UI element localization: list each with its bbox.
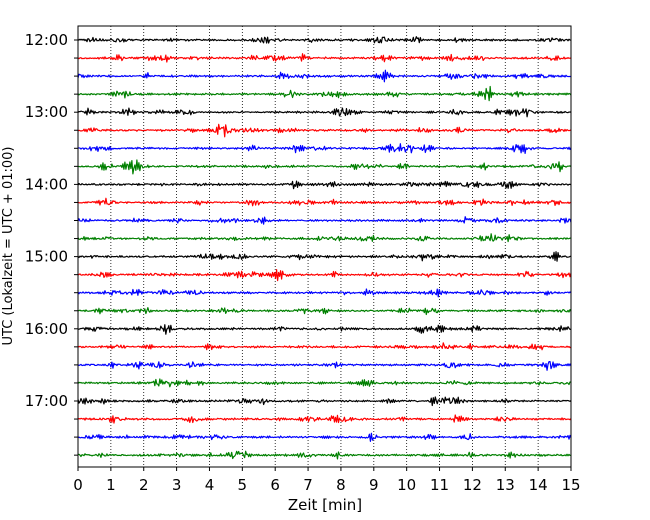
trace-1430: [77, 216, 572, 225]
trace-1630: [77, 360, 572, 371]
y-tick-label: 16:00: [25, 320, 68, 338]
x-tick-label: 8: [336, 476, 346, 494]
trace-1615: [77, 342, 572, 351]
trace-1345: [77, 159, 572, 175]
x-axis-ticks: 0 1 2 3 4 5 6 7 8 9 10 11 12 13 14 15: [73, 467, 581, 494]
x-tick-label: 10: [397, 476, 416, 494]
trace-1245: [77, 85, 572, 102]
x-tick-label: 14: [529, 476, 548, 494]
trace-1715: [77, 414, 572, 424]
trace-1500: [77, 251, 572, 262]
trace-1745: [77, 450, 572, 460]
trace-1645: [77, 378, 572, 388]
x-tick-label: 11: [430, 476, 449, 494]
trace-1415: [77, 197, 572, 207]
trace-1515: [77, 269, 572, 282]
x-tick-label: 3: [172, 476, 182, 494]
y-tick-label: 17:00: [25, 392, 68, 410]
y-tick-label: 12:00: [25, 31, 68, 49]
trace-1530: [77, 288, 572, 298]
trace-1200: [77, 36, 572, 44]
trace-1330: [77, 143, 572, 155]
seismic-traces: [77, 36, 572, 460]
x-tick-label: 4: [205, 476, 215, 494]
y-axis-ticks: 12:00 13:00 14:00 15:00 16:00 17:00: [25, 31, 78, 456]
plot-frame: [77, 25, 572, 468]
trace-1600: [77, 324, 572, 335]
x-tick-label: 1: [106, 476, 116, 494]
trace-1315: [77, 123, 572, 138]
x-tick-label: 15: [561, 476, 580, 494]
x-tick-label: 6: [270, 476, 280, 494]
x-tick-label: 5: [238, 476, 248, 494]
trace-1400: [77, 180, 572, 190]
trace-1730: [77, 432, 572, 442]
trace-1445: [77, 233, 572, 243]
y-tick-label: 14:00: [25, 175, 68, 193]
y-tick-label: 13:00: [25, 103, 68, 121]
y-axis-label: UTC (Lokalzeit = UTC + 01:00): [1, 147, 16, 346]
y-tick-label: 15:00: [25, 248, 68, 266]
trace-1230: [77, 69, 572, 83]
trace-1700: [77, 396, 572, 407]
x-tick-label: 0: [73, 476, 83, 494]
x-tick-label: 2: [139, 476, 149, 494]
trace-1215: [77, 53, 572, 63]
trace-1545: [77, 307, 572, 316]
x-tick-label: 13: [496, 476, 515, 494]
trace-1300: [77, 107, 572, 118]
x-tick-label: 9: [369, 476, 379, 494]
x-axis-label: Zeit [min]: [288, 496, 362, 514]
x-tick-label: 12: [463, 476, 482, 494]
x-tick-label: 7: [303, 476, 313, 494]
